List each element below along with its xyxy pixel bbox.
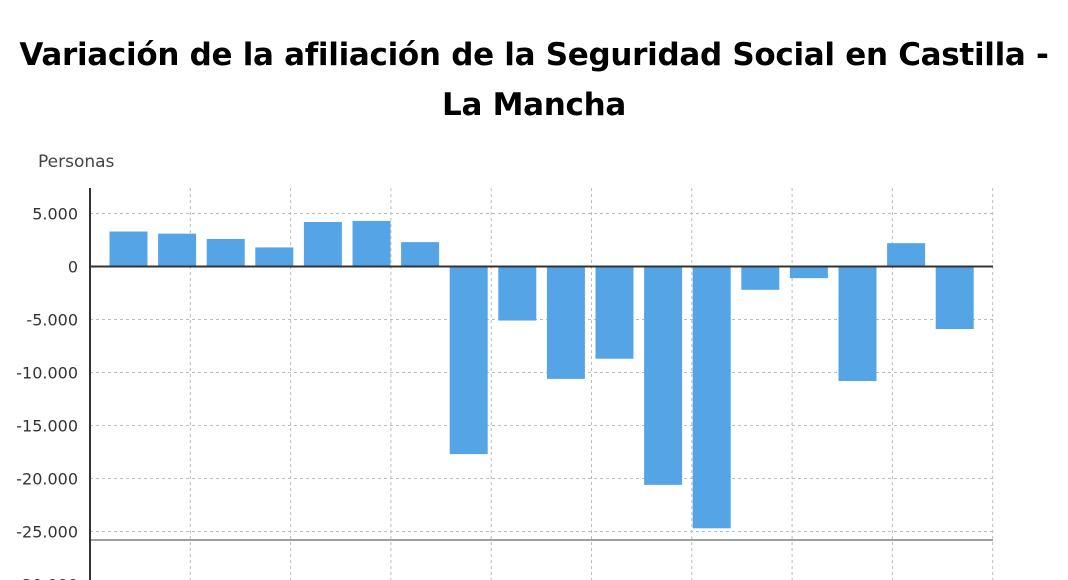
y-tick-labels: 5.000 0 -5.000 -10.000 -15.000 -20.000 -25.000… (16, 205, 78, 580)
bar (158, 233, 197, 267)
y-tick-label: -30.000 (16, 576, 78, 580)
y-tick-label: -5.000 (26, 311, 78, 330)
bar (498, 266, 537, 321)
bar (109, 231, 148, 267)
bar (741, 266, 780, 290)
bar (352, 220, 391, 267)
bar (935, 266, 974, 330)
y-tick-label: -25.000 (16, 523, 78, 542)
bar (692, 266, 731, 529)
bar (449, 266, 488, 455)
axes (89, 188, 993, 580)
y-tick-label: 0 (68, 258, 78, 277)
bar (887, 243, 926, 267)
bar (838, 266, 877, 381)
y-axis-unit-label: Personas (38, 152, 115, 172)
bar (644, 266, 683, 485)
y-tick-label: -20.000 (16, 470, 78, 489)
bars (109, 220, 974, 529)
y-tick-label: -15.000 (16, 417, 78, 436)
bar (255, 247, 294, 267)
bar (595, 266, 634, 359)
bar (546, 266, 585, 379)
chart-title: Variación de la afiliación de la Segurid… (19, 37, 1049, 123)
y-tick-label: -10.000 (16, 364, 78, 383)
bar (401, 242, 440, 267)
bar (789, 266, 828, 279)
bar (206, 238, 245, 267)
bar (303, 221, 342, 267)
y-tick-label: 5.000 (32, 205, 78, 224)
